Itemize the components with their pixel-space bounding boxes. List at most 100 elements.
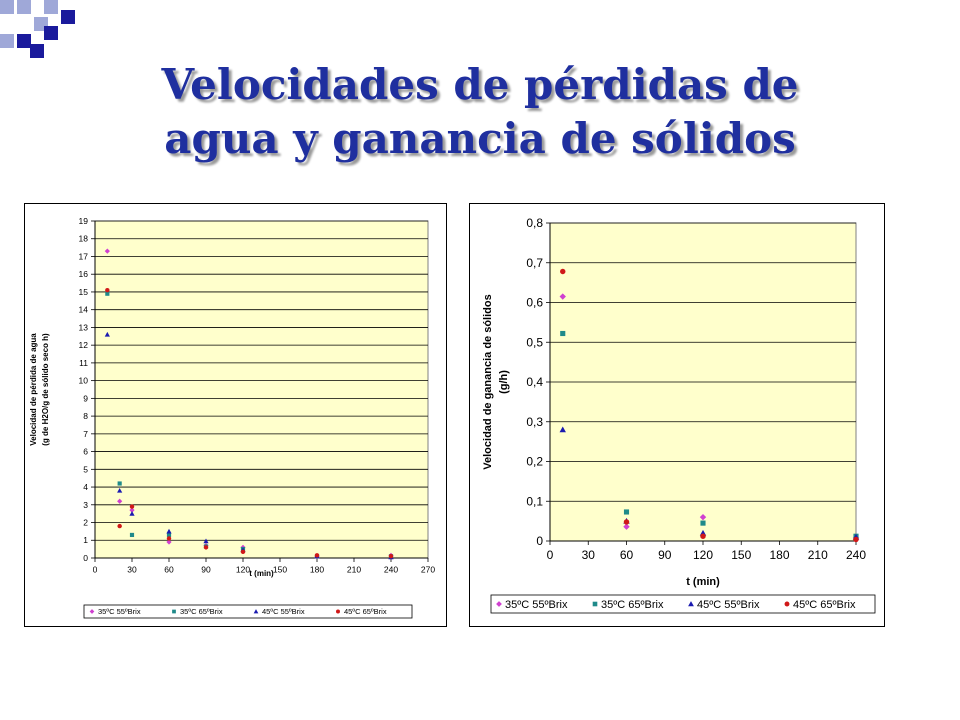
x-axis-label: t (min) (249, 569, 274, 578)
y-tick-label: 12 (79, 340, 89, 350)
x-tick-label: 240 (384, 565, 398, 575)
data-point (623, 523, 630, 530)
y-tick-label: 10 (79, 376, 89, 386)
x-tick-label: 180 (769, 548, 789, 562)
data-point (129, 504, 135, 509)
x-tick-label: 90 (658, 548, 672, 562)
solids-gain-chart: 0 0,1 0,2 0,3 0,4 0,5 0,6 0,7 0,8 0 30 60 90 120 150 18… (469, 203, 885, 627)
data-point (623, 519, 630, 525)
legend-entry: 35ºC 55ºBrix (505, 599, 568, 611)
data-point (203, 538, 209, 544)
legend-marker (784, 601, 790, 607)
legend-marker (496, 601, 502, 607)
y-tick-label: 8 (83, 411, 88, 421)
data-point (104, 248, 110, 254)
data-point (203, 545, 209, 550)
x-tick-label: 0 (547, 548, 554, 562)
x-tick-label: 210 (808, 548, 828, 562)
y-tick-label: 9 (83, 393, 88, 403)
x-tick-label: 60 (164, 565, 174, 575)
legend-marker (253, 609, 259, 614)
y-tick-label: 17 (79, 251, 89, 261)
data-point (560, 330, 566, 337)
y-axis-label-units: (g de H2O/g de sólido seco h) (41, 333, 50, 446)
slide-title-line2: agua y ganancia de sólidos (164, 114, 796, 163)
x-tick-label: 210 (347, 565, 361, 575)
legend-marker (172, 609, 176, 614)
data-point (166, 532, 172, 538)
x-tick-label: 270 (421, 565, 435, 575)
data-point (559, 426, 566, 433)
x-tick-label: 0 (93, 565, 98, 575)
legend-box (490, 594, 876, 614)
y-tick-label: 0,1 (526, 494, 543, 508)
data-point (166, 539, 172, 545)
data-point (388, 554, 394, 559)
data-point (853, 536, 859, 543)
y-tick-label: 0 (83, 553, 88, 563)
data-point (700, 533, 706, 539)
y-tick-label: 0 (536, 534, 543, 548)
legend-entry: 35ºC 65ºBrix (601, 599, 664, 611)
data-point (240, 549, 246, 555)
x-tick-label: 120 (693, 548, 713, 562)
legend-entry: 45ºC 55ºBrix (697, 599, 760, 611)
y-tick-label: 19 (79, 216, 89, 226)
legend-entry: 35ºC 65ºBrix (180, 607, 223, 616)
x-tick-label: 150 (731, 548, 751, 562)
x-tick-label: 60 (620, 548, 634, 562)
y-tick-label: 13 (79, 322, 89, 332)
y-tick-label: 0,6 (526, 296, 543, 310)
data-point (699, 513, 707, 521)
data-point (104, 331, 110, 337)
legend-entry: 45ºC 65ºBrix (793, 599, 856, 611)
data-point (129, 511, 135, 516)
legend-marker (89, 609, 95, 614)
y-tick-label: 5 (83, 464, 88, 474)
y-tick-label: 0,4 (526, 375, 543, 389)
y-tick-label: 0,2 (526, 455, 543, 469)
x-tick-label: 240 (846, 548, 866, 562)
y-tick-label: 7 (83, 429, 88, 439)
y-tick-label: 0,8 (526, 216, 543, 230)
data-point (129, 532, 135, 538)
legend-entry: 35ºC 55ºBrix (98, 607, 141, 616)
data-point (623, 509, 630, 515)
x-axis-label: t (min) (686, 576, 720, 588)
y-tick-label: 2 (83, 518, 88, 528)
data-point (117, 523, 122, 529)
slide-title-line1: Velocidades de pérdidas de (161, 60, 799, 109)
data-point (700, 520, 706, 526)
y-tick-label: 11 (79, 358, 88, 368)
y-axis-label: Velocidad de ganancia de sólidos (482, 294, 494, 469)
data-point (105, 291, 110, 296)
y-tick-label: 14 (79, 305, 89, 315)
x-tick-label: 180 (310, 565, 324, 575)
legend-marker (336, 609, 340, 614)
x-tick-label: 30 (582, 548, 596, 562)
legend-marker (688, 601, 694, 607)
data-point (117, 488, 123, 493)
data-point (117, 498, 123, 504)
x-tick-label: 120 (236, 565, 250, 575)
legend-entry: 45ºC 65ºBrix (344, 607, 387, 616)
data-point (559, 293, 566, 300)
corner-decoration (0, 0, 75, 58)
data-point (560, 268, 566, 275)
x-tick-label: 30 (127, 565, 137, 575)
x-tick-label: 150 (273, 565, 287, 575)
y-tick-label: 4 (83, 482, 88, 492)
slide-title: Velocidades de pérdidas de agua y gananc… (60, 58, 900, 166)
y-axis-label: Velocidad de pérdida de agua (29, 333, 38, 446)
y-tick-label: 18 (79, 234, 89, 244)
x-tick-label: 90 (201, 565, 211, 575)
y-tick-label: 3 (83, 500, 88, 510)
data-point (105, 287, 110, 293)
y-tick-label: 0,3 (526, 415, 543, 429)
y-axis-label-units: (g/h) (498, 370, 510, 394)
y-tick-label: 6 (83, 447, 88, 457)
y-tick-label: 1 (83, 535, 88, 545)
data-point (129, 507, 135, 513)
legend-marker (592, 601, 598, 607)
